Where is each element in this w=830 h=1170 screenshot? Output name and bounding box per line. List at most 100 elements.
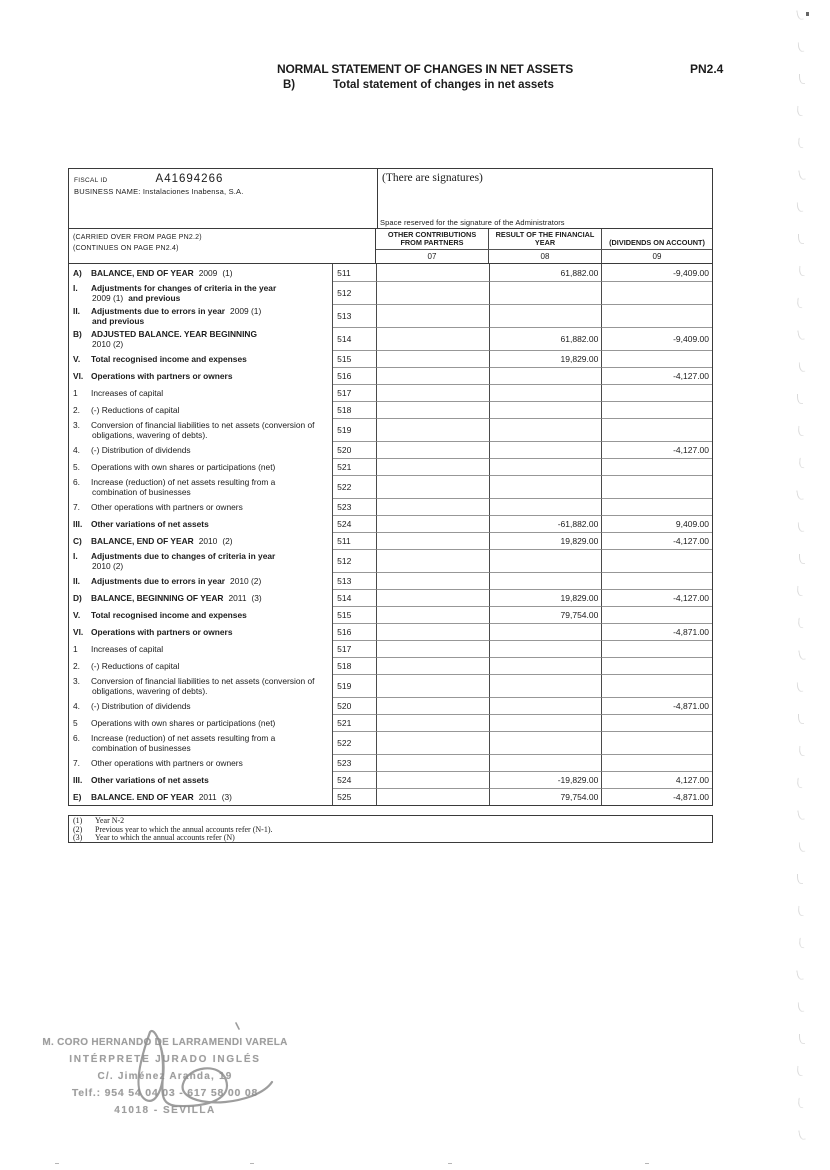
row-value-col08 xyxy=(489,640,603,657)
table-row: VI. Operations with partners or owners 516… xyxy=(69,623,713,640)
edge-scan-mark xyxy=(799,74,805,84)
row-code: 513 xyxy=(333,572,378,589)
row-value-col09 xyxy=(602,754,713,771)
row-label-text: Operations with partners or owners xyxy=(91,626,233,637)
row-code: 525 xyxy=(333,788,378,805)
row-prefix: 7. xyxy=(73,501,80,512)
row-value-col07 xyxy=(377,384,490,401)
edge-scan-mark xyxy=(797,394,803,404)
edge-scan-mark xyxy=(796,297,804,309)
row-value-col08 xyxy=(489,657,603,674)
row-prefix: 1 xyxy=(73,643,78,654)
row-code: 515 xyxy=(333,350,378,367)
continues-note: (CONTINUES ON PAGE PN2.4) xyxy=(73,245,179,252)
row-prefix: E) xyxy=(73,791,82,802)
row-label-text: Conversion of financial liabilities to n… xyxy=(91,419,315,430)
page-code: PN2.4 xyxy=(690,62,724,76)
edge-scan-mark xyxy=(797,137,805,149)
row-value-col07 xyxy=(377,515,490,532)
table-row: VI. Operations with partners or owners 516… xyxy=(69,367,713,384)
row-value-col09 xyxy=(602,281,713,304)
row-value-col07 xyxy=(377,304,490,327)
row-value-col07 xyxy=(377,327,490,350)
row-prefix: III. xyxy=(73,518,83,529)
edge-scan-mark xyxy=(796,585,804,597)
row-prefix: 3. xyxy=(73,419,80,430)
edge-scan-mark xyxy=(796,1065,804,1077)
table-row: 6. Increase (reduction) of net assets res… xyxy=(69,475,713,498)
row-label-text: obligations, wavering of debts). xyxy=(92,685,208,696)
row-value-col07 xyxy=(377,281,490,304)
row-value-col07 xyxy=(377,549,490,572)
row-label: 6. Increase (reduction) of net assets res… xyxy=(69,731,334,754)
row-value-col07 xyxy=(377,418,490,441)
row-code: 524 xyxy=(333,771,378,788)
row-prefix: 2. xyxy=(73,660,80,671)
edge-scan-mark xyxy=(798,457,806,469)
fiscal-id-label: FISCAL ID xyxy=(74,177,108,184)
footnote: (2) Previous year to which the annual acc… xyxy=(73,824,708,835)
row-prefix: 4. xyxy=(73,700,80,711)
edge-scan-mark xyxy=(798,841,806,853)
row-label-text: 2011 xyxy=(198,791,217,802)
row-value-col07 xyxy=(377,640,490,657)
table-row: 5 Operations with own shares or participa… xyxy=(69,714,713,731)
footnote-mark: (3) xyxy=(73,833,83,843)
edge-scan-mark xyxy=(797,1097,805,1109)
row-code: 521 xyxy=(333,714,378,731)
row-label-text: Conversion of financial liabilities to n… xyxy=(91,675,315,686)
table-row: 1 Increases of capital 517 xyxy=(69,384,713,401)
row-label-text: ADJUSTED BALANCE. YEAR BEGINNING xyxy=(91,328,257,339)
row-prefix: V. xyxy=(73,609,81,620)
row-value-col09 xyxy=(602,418,713,441)
row-prefix: 7. xyxy=(73,757,80,768)
footnote-text: Previous year to which the annual accoun… xyxy=(95,824,273,834)
edge-scan-mark xyxy=(797,425,805,437)
signature-scribble xyxy=(137,1022,274,1108)
table-row: III. Other variations of net assets 524 -19… xyxy=(69,771,713,788)
row-code: 522 xyxy=(333,475,378,498)
row-label-text: 2009 xyxy=(198,267,218,278)
edge-scan-mark xyxy=(799,554,805,564)
row-label-text: Operations with own shares or participat… xyxy=(91,717,276,728)
row-label-text: Adjustments due to errors in year xyxy=(91,575,226,586)
row-prefix: II. xyxy=(73,575,80,586)
row-value-col08: 19,829.00 xyxy=(489,532,603,549)
row-value-col09 xyxy=(602,304,713,327)
row-label: V. Total recognised income and expenses xyxy=(69,606,334,623)
table-row: III. Other variations of net assets 524 -61… xyxy=(69,515,713,532)
row-value-col07 xyxy=(377,350,490,367)
stamp-line: 41018 - SEVILLA xyxy=(114,1105,216,1116)
row-value-col09: -4,871.00 xyxy=(602,788,713,805)
row-label-text: 2010 (2) xyxy=(92,560,124,571)
row-value-col08: 79,754.00 xyxy=(489,606,603,623)
row-label: VI. Operations with partners or owners xyxy=(69,367,334,384)
row-value-col09: -4,127.00 xyxy=(602,441,713,458)
row-label: C) BALANCE, END OF YEAR 2010 (2) xyxy=(69,532,334,549)
row-value-col09 xyxy=(602,475,713,498)
row-value-col07 xyxy=(377,674,490,697)
row-prefix: 6. xyxy=(73,732,80,743)
row-label-text: Total recognised income and expenses xyxy=(91,609,247,620)
edge-scan-mark xyxy=(797,874,803,884)
row-code: 523 xyxy=(333,754,378,771)
stamp-line: M. CORO HERNANDO DE LARRAMENDI VARELA xyxy=(42,1037,288,1048)
row-label-text: (-) Distribution of dividends xyxy=(91,700,191,711)
row-code: 512 xyxy=(333,281,378,304)
column-header-09: (DIVIDENDS ON ACCOUNT) xyxy=(609,237,705,247)
row-label-text: (1) xyxy=(222,267,233,278)
row-value-col09 xyxy=(602,714,713,731)
row-code: 519 xyxy=(333,418,378,441)
row-label: II. Adjustments due to errors in year 2010… xyxy=(69,572,334,589)
row-label-text: BALANCE, END OF YEAR xyxy=(91,267,194,278)
row-prefix: VI. xyxy=(73,370,84,381)
row-label-text: Other operations with partners or owners xyxy=(91,501,243,512)
edge-scan-mark xyxy=(796,489,804,501)
row-value-col09: -4,127.00 xyxy=(602,532,713,549)
row-value-col08 xyxy=(489,714,603,731)
row-code: 511 xyxy=(333,532,378,549)
row-label-text: Total recognised income and expenses xyxy=(91,353,247,364)
row-label-text: Increase (reduction) of net assets resul… xyxy=(91,476,276,487)
row-value-col07 xyxy=(377,589,490,606)
footnotes-box: (1) Year N-2 (2) Previous year to which th… xyxy=(68,815,713,843)
